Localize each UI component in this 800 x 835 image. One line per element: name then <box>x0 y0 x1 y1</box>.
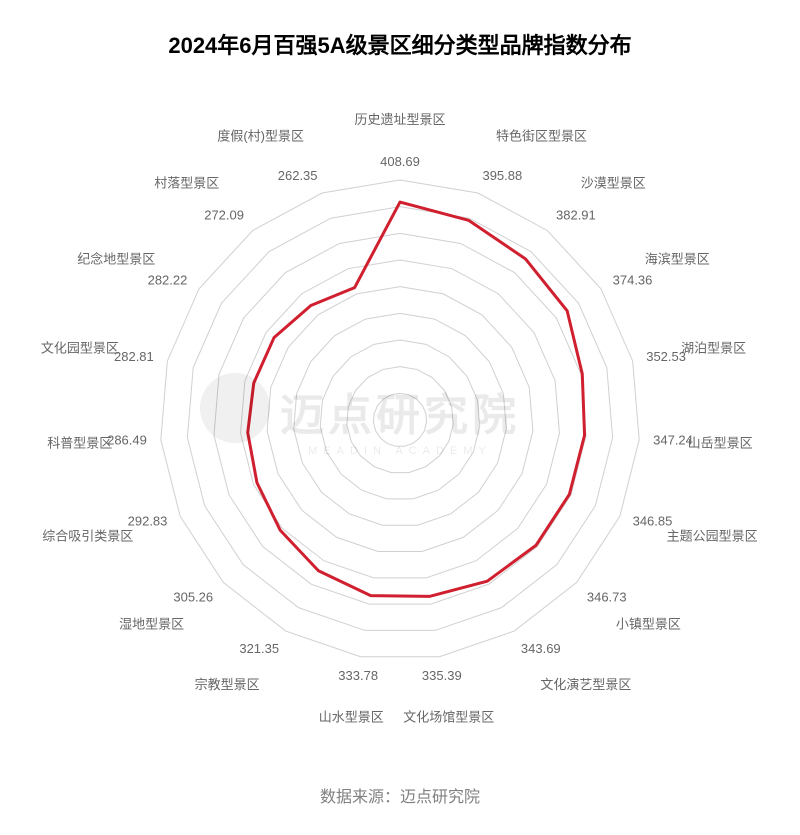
radar-value-label: 352.53 <box>646 349 686 364</box>
radar-category-label: 村落型景区 <box>154 176 219 191</box>
radar-value-label: 292.83 <box>128 513 168 528</box>
radar-value-label: 382.91 <box>556 208 596 223</box>
radar-category-label: 小镇型景区 <box>616 616 681 631</box>
radar-category-label: 湿地型景区 <box>119 616 184 631</box>
radar-category-label: 特色街区型景区 <box>496 128 587 143</box>
radar-category-label: 文化园型景区 <box>41 340 119 355</box>
radar-value-label: 305.26 <box>173 590 213 605</box>
radar-value-label: 408.69 <box>380 154 420 169</box>
radar-value-label: 282.22 <box>148 273 188 288</box>
chart-title: 2024年6月百强5A级景区细分类型品牌指数分布 <box>0 28 800 60</box>
radar-category-label: 湖泊型景区 <box>681 340 746 355</box>
radar-category-label: 综合吸引类景区 <box>42 528 133 543</box>
radar-value-label: 346.85 <box>633 513 673 528</box>
radar-category-label: 纪念地型景区 <box>77 252 155 267</box>
radar-value-label: 346.73 <box>587 590 627 605</box>
radar-chart: 408.69 历史遗址型景区 395.88 特色街区型景区 382.91 沙漠型景区 374… <box>0 80 800 780</box>
radar-value-label: 335.39 <box>422 668 462 683</box>
radar-value-label: 272.09 <box>204 208 244 223</box>
radar-value-label: 286.49 <box>107 432 147 447</box>
radar-category-label: 海滨型景区 <box>645 252 710 267</box>
radar-category-label: 沙漠型景区 <box>581 176 646 191</box>
radar-category-label: 宗教型景区 <box>195 677 260 692</box>
radar-value-label: 374.36 <box>613 273 653 288</box>
data-source: 数据来源：迈点研究院 <box>0 783 800 807</box>
radar-value-label: 262.35 <box>278 168 318 183</box>
radar-value-label: 321.35 <box>239 641 279 656</box>
radar-category-label: 山岳型景区 <box>688 435 753 450</box>
radar-category-label: 文化场馆型景区 <box>403 709 494 724</box>
radar-category-label: 度假(村)型景区 <box>217 128 304 143</box>
radar-category-label: 文化演艺型景区 <box>540 677 631 692</box>
radar-category-label: 历史遗址型景区 <box>354 112 445 127</box>
radar-value-label: 282.81 <box>114 349 154 364</box>
radar-category-label: 主题公园型景区 <box>667 528 758 543</box>
radar-category-label: 山水型景区 <box>319 709 384 724</box>
radar-value-label: 395.88 <box>482 168 522 183</box>
radar-value-label: 333.78 <box>338 668 378 683</box>
radar-category-label: 科普型景区 <box>47 435 112 450</box>
radar-value-label: 343.69 <box>521 641 561 656</box>
